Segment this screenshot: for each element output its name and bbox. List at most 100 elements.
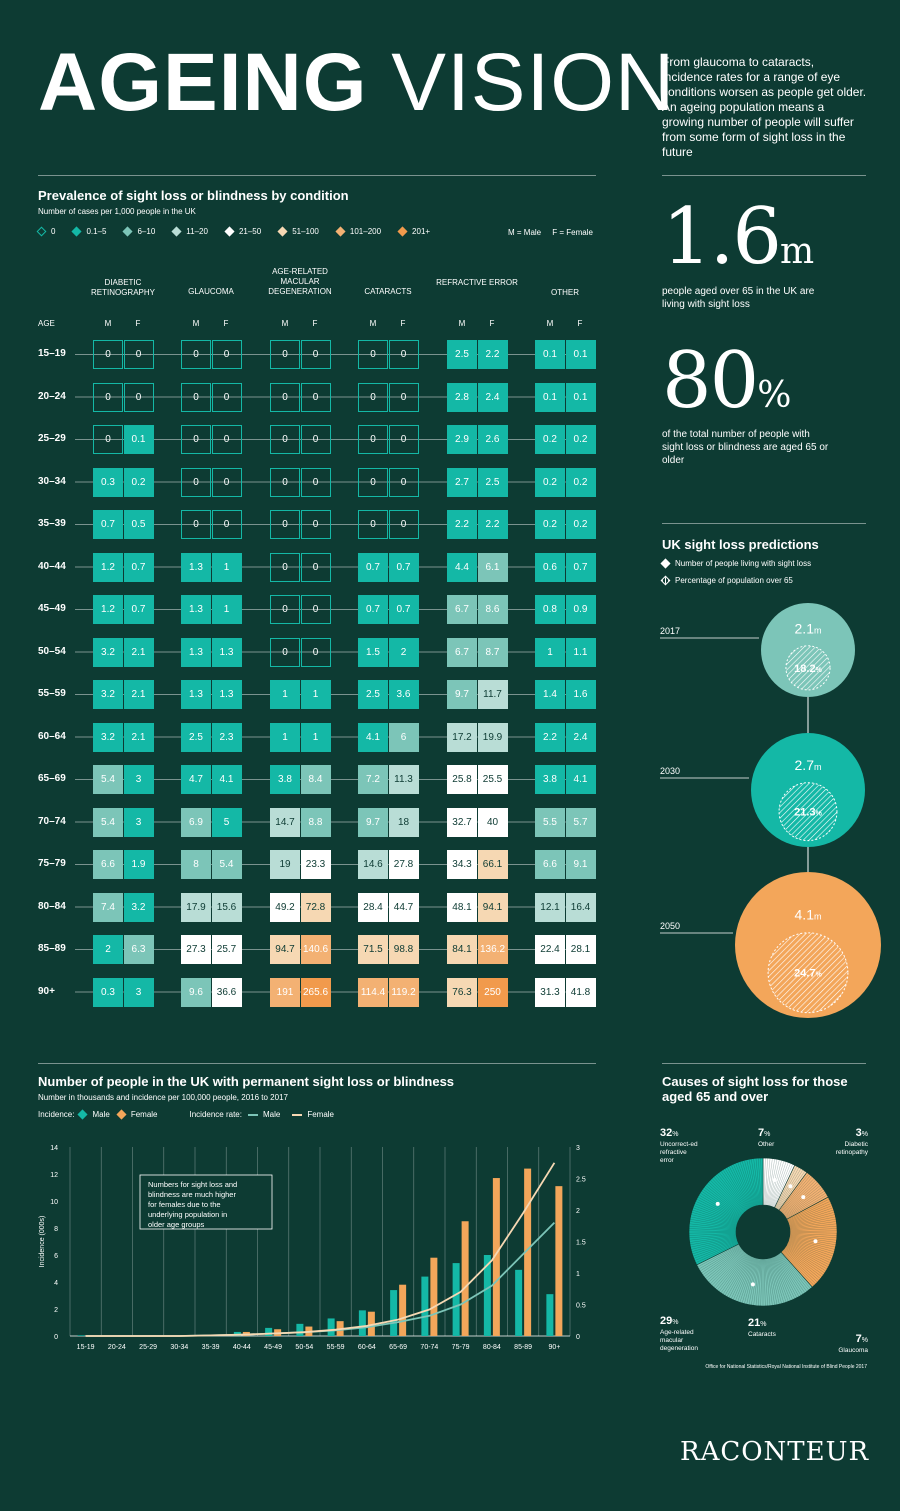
slice-stripe: [744, 1258, 757, 1304]
slice-stripe: [789, 1221, 837, 1229]
slice-stripe: [758, 1158, 762, 1206]
slice-stripe: [689, 1233, 737, 1236]
legend-label: 11–20: [186, 227, 208, 236]
prevalence-legend: 0 0.1–5 6–10 11–20 21–50 51–100 101–200 201+: [36, 226, 448, 237]
male-bar: [296, 1323, 304, 1336]
male-bar: [390, 1290, 398, 1336]
male-cell: 6.6: [93, 850, 123, 879]
age-label: 70–74: [38, 815, 66, 827]
female-cell: 2: [388, 637, 419, 667]
slice-stripe: [765, 1258, 771, 1306]
male-cell: 0: [93, 425, 123, 454]
male-cell: 1: [535, 637, 565, 667]
male-cell: 2: [93, 935, 123, 964]
female-cell: 8.6: [477, 595, 508, 624]
donut-slice: [688, 1157, 764, 1266]
x-tick-label: 25-29: [139, 1344, 157, 1351]
slice-stripe: [782, 1250, 816, 1285]
x-tick-label: 75-79: [452, 1344, 470, 1351]
slice-stripe: [713, 1251, 746, 1288]
female-cell: 0: [123, 382, 154, 412]
male-cell: 1: [270, 722, 300, 752]
female-cell: 6.1: [477, 552, 508, 582]
slice-stripe: [771, 1161, 787, 1207]
annotation-line: older age groups: [148, 1220, 205, 1229]
slice-label-line: Other: [758, 1141, 775, 1148]
slice-stripe: [760, 1158, 763, 1206]
slice-stripe: [771, 1257, 789, 1302]
slice-stripe: [777, 1254, 804, 1295]
condition-header: OTHER: [551, 288, 579, 297]
slice-stripe: [697, 1244, 740, 1268]
male-bar: [483, 1255, 491, 1336]
male-cell: 2.8: [447, 382, 477, 412]
slice-unit: %: [862, 1131, 868, 1138]
slice-stripe: [766, 1258, 773, 1306]
male-header: M: [104, 319, 112, 328]
legend-item: 21–50: [224, 226, 261, 237]
male-cell: 0.2: [535, 467, 565, 497]
stat-2-value: 80: [662, 336, 759, 426]
female-cell: 0: [211, 425, 242, 454]
slice-stripe: [768, 1258, 780, 1305]
slice-stripe: [789, 1230, 837, 1232]
slice-stripe: [733, 1164, 753, 1208]
male-cell: 0: [358, 467, 388, 497]
male-cell: 1.2: [93, 595, 123, 624]
age-label: 90+: [38, 985, 55, 997]
female-cell: 4.1: [565, 765, 596, 794]
male-cell: 7.2: [358, 765, 388, 794]
slice-stripe: [785, 1246, 827, 1272]
slice-marker: [801, 1195, 806, 1200]
male-cell: 0: [181, 425, 211, 454]
stat-2-number: 80%: [662, 342, 791, 420]
female-cell: 2.4: [565, 722, 596, 752]
female-cell: 98.8: [388, 935, 419, 964]
female-cell: 0.9: [565, 595, 596, 624]
female-bar: [430, 1257, 438, 1336]
female-bar: [367, 1311, 375, 1336]
male-bar: [421, 1276, 429, 1336]
slice-marker: [788, 1184, 793, 1189]
slice-stripe: [785, 1192, 827, 1218]
legend-female: Female: [130, 1110, 158, 1119]
female-cell: 1.9: [123, 850, 154, 879]
male-cell: 0: [270, 552, 300, 582]
male-cell: 2.5: [358, 680, 388, 709]
legend-item: 11–20: [171, 226, 208, 237]
male-cell: 17.2: [447, 722, 477, 752]
slice-stripe: [692, 1207, 738, 1224]
slice-stripe: [710, 1179, 744, 1214]
slice-stripe: [692, 1239, 738, 1255]
female-cell: 0.1: [123, 425, 154, 454]
slice-stripe: [696, 1198, 739, 1221]
incidence-title: Number of people in the UK with permanen…: [38, 1074, 455, 1089]
male-bar: [265, 1327, 273, 1336]
female-bar: [524, 1168, 532, 1336]
female-cell: 0: [211, 382, 242, 412]
slice-stripe: [783, 1248, 821, 1279]
slice-stripe: [771, 1162, 789, 1207]
legend-label: 6–10: [137, 227, 156, 236]
female-cell: 0.2: [565, 425, 596, 454]
male-cell: 0.1: [535, 382, 565, 412]
slice-marker: [772, 1178, 777, 1183]
legend-item: 0: [36, 226, 55, 237]
slice-stripe: [789, 1233, 837, 1239]
female-rate-line: [85, 1162, 556, 1337]
slice-marker: [715, 1201, 720, 1206]
age-label: 65–69: [38, 773, 66, 784]
male-cell: 0: [181, 510, 211, 539]
slice-label-line: retinopathy: [836, 1149, 869, 1156]
male-cell: 2.7: [447, 467, 477, 497]
predictions-title: UK sight loss predictions: [662, 537, 819, 552]
male-cell: 0: [358, 510, 388, 539]
age-label: 25–29: [38, 433, 66, 444]
slice-stripe: [702, 1188, 742, 1217]
male-cell: 4.1: [358, 722, 388, 752]
slice-stripe: [690, 1218, 737, 1228]
slice-stripe: [789, 1232, 837, 1234]
female-header: F: [312, 319, 318, 328]
legend-label: 201+: [412, 227, 431, 236]
